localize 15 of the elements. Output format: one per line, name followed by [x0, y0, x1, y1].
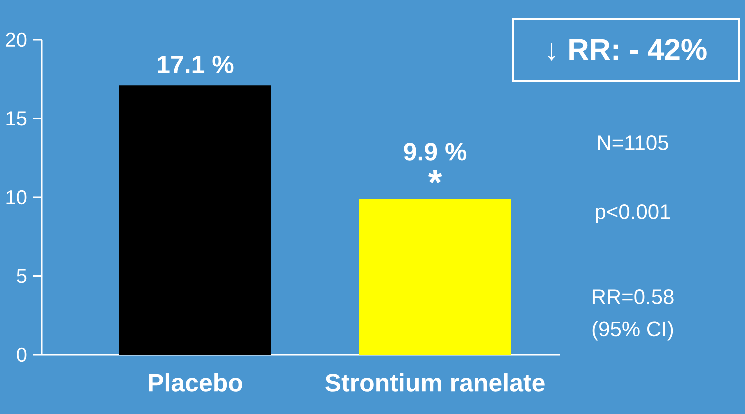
- annotation: *: [428, 170, 442, 184]
- x-tick-label: Strontium ranelate: [326, 374, 545, 392]
- y-tick-label: 0: [17, 348, 27, 362]
- y-tick-label: 5: [17, 269, 27, 284]
- text: p<0.001: [596, 204, 670, 224]
- text: (95% CI): [592, 321, 674, 341]
- data-label: 9.9 %: [404, 143, 467, 161]
- annotation: ↓ RR: - 42%: [548, 39, 707, 61]
- y-tick-label: 10: [6, 190, 27, 205]
- x-tick-label: Placebo: [149, 374, 242, 392]
- text: N=1105: [598, 136, 668, 150]
- y-tick-label: 20: [6, 32, 27, 48]
- y-tick-label: 15: [6, 112, 27, 126]
- data-label: 17.1 %: [158, 56, 234, 74]
- text: RR=0.58: [592, 290, 674, 304]
